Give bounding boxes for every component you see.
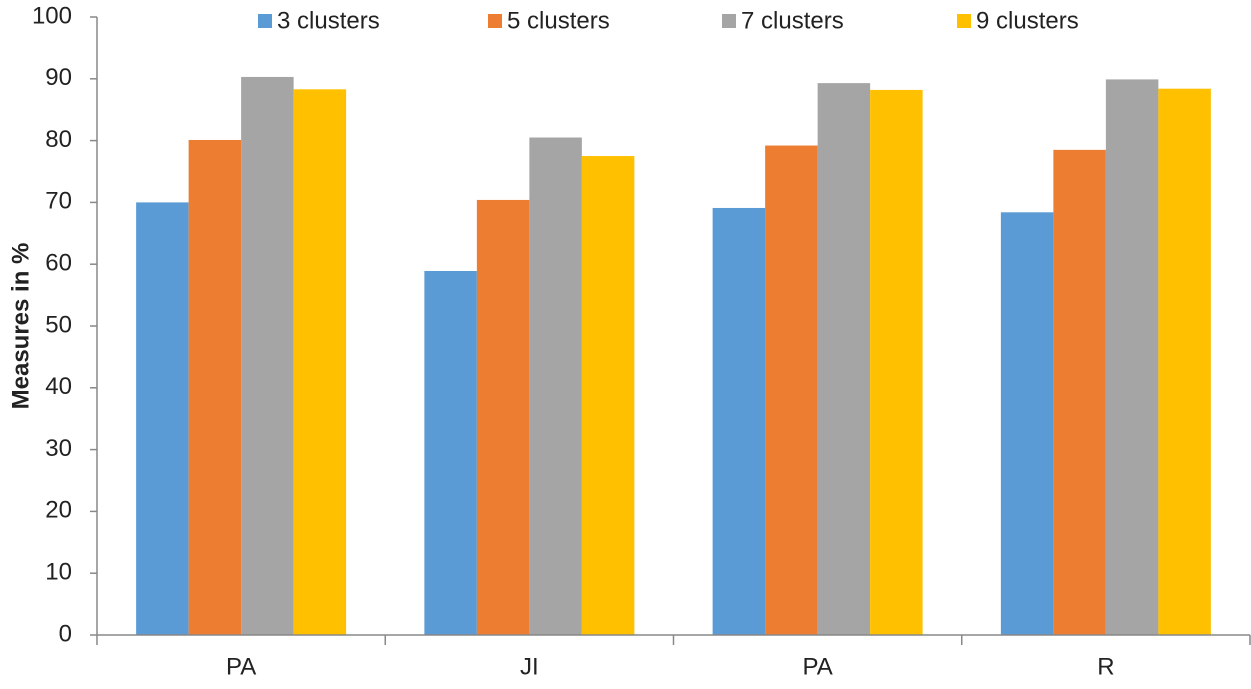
bar bbox=[424, 270, 477, 635]
y-tick-label: 30 bbox=[45, 435, 72, 462]
bar bbox=[712, 207, 766, 635]
y-tick-label: 100 bbox=[32, 2, 72, 29]
y-tick-label: 40 bbox=[45, 373, 72, 400]
bar bbox=[136, 202, 189, 635]
y-tick-label: 60 bbox=[45, 250, 72, 277]
bar bbox=[476, 199, 530, 636]
legend-label: 9 clusters bbox=[976, 7, 1079, 34]
legend-label: 7 clusters bbox=[741, 7, 844, 34]
bar bbox=[817, 83, 871, 636]
x-tick-label: JI bbox=[520, 653, 539, 680]
legend-label: 3 clusters bbox=[277, 7, 380, 34]
y-axis-label: Measures in % bbox=[7, 243, 34, 410]
y-tick-label: 10 bbox=[45, 559, 72, 586]
x-tick-label: PA bbox=[226, 653, 256, 680]
bar bbox=[529, 137, 582, 635]
bar bbox=[1053, 149, 1106, 635]
bar bbox=[293, 89, 347, 635]
bar bbox=[1158, 88, 1211, 636]
y-tick-label: 90 bbox=[45, 64, 72, 91]
legend-swatch bbox=[258, 14, 272, 28]
legend-swatch bbox=[957, 14, 971, 28]
y-tick-label: 70 bbox=[45, 188, 72, 215]
legend-swatch bbox=[722, 14, 736, 28]
bar bbox=[1000, 212, 1054, 635]
legend-label: 5 clusters bbox=[507, 7, 610, 34]
x-tick-label: PA bbox=[803, 653, 833, 680]
y-tick-label: 0 bbox=[59, 620, 72, 647]
legend-swatch bbox=[488, 14, 502, 28]
bar bbox=[241, 76, 294, 636]
y-tick-label: 50 bbox=[45, 311, 72, 338]
bar bbox=[581, 156, 635, 636]
x-tick-label: R bbox=[1097, 653, 1114, 680]
bar bbox=[765, 145, 818, 635]
y-tick-label: 80 bbox=[45, 126, 72, 153]
y-tick-label: 20 bbox=[45, 497, 72, 524]
bar bbox=[1105, 79, 1159, 636]
bar bbox=[870, 89, 923, 635]
bar bbox=[188, 139, 242, 635]
